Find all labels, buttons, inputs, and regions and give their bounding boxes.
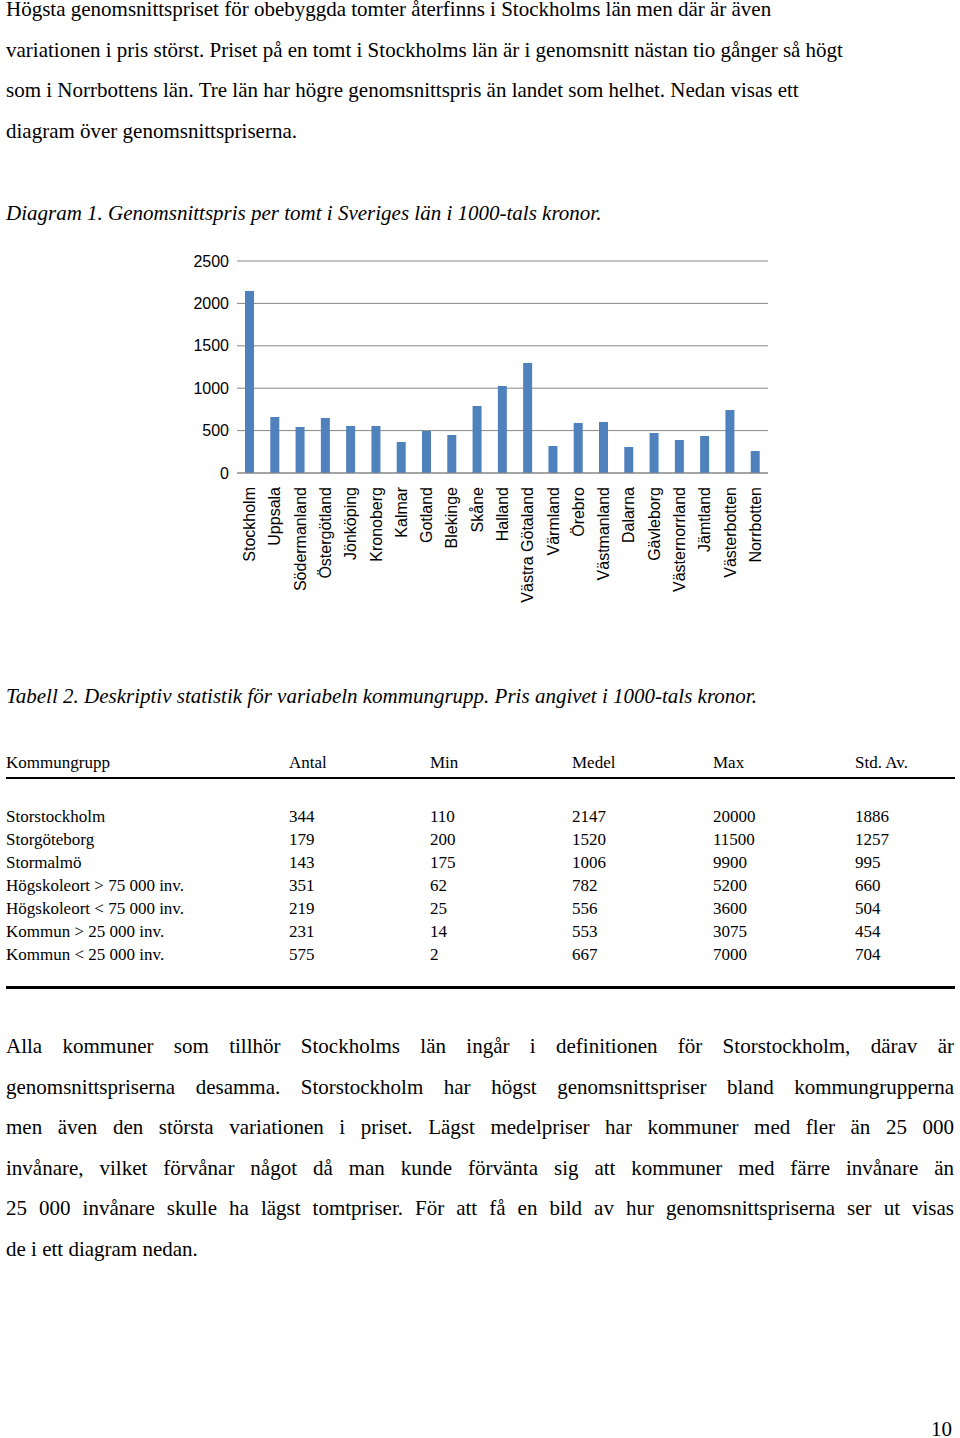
- html-text:351: 351: [289, 876, 315, 895]
- html-text:1520: 1520: [572, 830, 606, 849]
- html-text:504: 504: [855, 899, 881, 918]
- html-text:Diagram 1. Genomsnittspris per: Diagram 1. Genomsnittspris per tomt i Sv…: [6, 201, 602, 225]
- html-text:575: 575: [289, 945, 315, 964]
- html-text:553: 553: [572, 922, 598, 941]
- html-text:Min: Min: [430, 753, 459, 772]
- html-text:667: 667: [572, 945, 598, 964]
- svg-text:Dalarna: Dalarna: [620, 487, 637, 543]
- html-text:3600: 3600: [713, 899, 747, 918]
- html-text:invånare, vilket förvånar någo: invånare, vilket förvånar något då man k…: [6, 1155, 954, 1180]
- svg-text:Halland: Halland: [494, 487, 511, 541]
- svg-text:2500: 2500: [193, 253, 229, 270]
- html-text:Kommun > 25 000 inv.: Kommun > 25 000 inv.: [6, 922, 165, 941]
- html-text:175: 175: [430, 853, 456, 872]
- html-text:Kommungrupp: Kommungrupp: [6, 753, 110, 772]
- html-text:Högskoleort > 75 000 inv.: Högskoleort > 75 000 inv.: [6, 876, 184, 895]
- html-text:25: 25: [430, 899, 447, 918]
- html-text:660: 660: [855, 876, 881, 895]
- html-text:1006: 1006: [572, 853, 606, 872]
- html-text:Stormalmö: Stormalmö: [6, 853, 82, 872]
- html-text:25 000 invånare skulle ha lägs: 25 000 invånare skulle ha lägst tomtpris…: [6, 1196, 954, 1220]
- html-text:Högskoleort < 75 000 inv.: Högskoleort < 75 000 inv.: [6, 899, 184, 918]
- svg-text:Södermanland: Södermanland: [292, 487, 309, 591]
- html-text:genomsnittspriserna desamma. S: genomsnittspriserna desamma. Storstockho…: [6, 1074, 954, 1099]
- svg-text:Jämtland: Jämtland: [696, 487, 713, 552]
- svg-text:500: 500: [202, 422, 229, 439]
- html-text:20000: 20000: [713, 807, 756, 826]
- html-text:1886: 1886: [855, 807, 889, 826]
- html-text:men även den största variation: men även den största variationen i prise…: [6, 1115, 954, 1139]
- svg-text:2000: 2000: [193, 295, 229, 312]
- html-text:7000: 7000: [713, 945, 747, 964]
- html-text:variationen i pris störst. Pri: variationen i pris störst. Priset på en …: [6, 37, 843, 62]
- html-text:Kommun < 25 000 inv.: Kommun < 25 000 inv.: [6, 945, 165, 964]
- html-text:179: 179: [289, 830, 315, 849]
- svg-text:Värmland: Värmland: [545, 487, 562, 555]
- html-text:Max: Max: [713, 753, 745, 772]
- html-text:Alla kommuner som tillhör Stoc: Alla kommuner som tillhör Stockholms län…: [6, 1034, 954, 1058]
- svg-text:Stockholm: Stockholm: [241, 487, 258, 562]
- html-text:Std. Av.: Std. Av.: [855, 753, 908, 772]
- svg-text:Västerbotten: Västerbotten: [722, 487, 739, 578]
- svg-text:Örebro: Örebro: [570, 487, 587, 537]
- svg-text:Blekinge: Blekinge: [443, 487, 460, 548]
- svg-text:1000: 1000: [193, 380, 229, 397]
- svg-text:Östergötland: Östergötland: [317, 487, 334, 579]
- svg-text:Kalmar: Kalmar: [393, 486, 410, 537]
- html-text:704: 704: [855, 945, 881, 964]
- svg-text:Gotland: Gotland: [418, 487, 435, 543]
- html-text:200: 200: [430, 830, 456, 849]
- html-text:62: 62: [430, 876, 447, 895]
- svg-text:Jönköping: Jönköping: [342, 487, 359, 560]
- svg-text:0: 0: [220, 465, 229, 482]
- html-text:3075: 3075: [713, 922, 747, 941]
- html-text:110: 110: [430, 807, 455, 826]
- html-text:11500: 11500: [713, 830, 755, 849]
- svg-text:Västra Götaland: Västra Götaland: [519, 487, 536, 603]
- svg-text:Kronoberg: Kronoberg: [368, 487, 385, 562]
- html-text:231: 231: [289, 922, 315, 941]
- html-text:Tabell 2. Deskriptiv statistik: Tabell 2. Deskriptiv statistik för varia…: [6, 684, 757, 708]
- html-text:9900: 9900: [713, 853, 747, 872]
- html-text:143: 143: [289, 853, 315, 872]
- html-text:Medel: Medel: [572, 753, 616, 772]
- html-text:Storstockholm: Storstockholm: [6, 807, 106, 826]
- html-text:14: 14: [430, 922, 447, 941]
- svg-text:Uppsala: Uppsala: [266, 487, 283, 546]
- html-text:2: 2: [430, 945, 439, 964]
- svg-text:Västernorrland: Västernorrland: [671, 487, 688, 592]
- html-text:diagram över genomsnittspriser: diagram över genomsnittspriserna.: [6, 119, 297, 144]
- svg-text:Gävleborg: Gävleborg: [646, 487, 663, 561]
- html-text:219: 219: [289, 899, 315, 918]
- html-text:Antal: Antal: [289, 753, 327, 772]
- html-text:som i Norrbottens län. Tre län: som i Norrbottens län. Tre län har högre…: [6, 78, 799, 103]
- html-text:556: 556: [572, 899, 598, 918]
- svg-text:Skåne: Skåne: [469, 487, 486, 532]
- html-text:2147: 2147: [572, 807, 606, 826]
- html-text:344: 344: [289, 807, 315, 826]
- html-text:1257: 1257: [855, 830, 889, 849]
- html-text:995: 995: [855, 853, 881, 872]
- svg-text:Norrbotten: Norrbotten: [747, 487, 764, 563]
- svg-text:1500: 1500: [193, 337, 229, 354]
- html-text:Storgöteborg: Storgöteborg: [6, 830, 95, 849]
- svg-text:Västmanland: Västmanland: [595, 487, 612, 580]
- html-text:454: 454: [855, 922, 881, 941]
- html-text:5200: 5200: [713, 876, 747, 895]
- html-text:de i ett diagram nedan.: de i ett diagram nedan.: [6, 1236, 198, 1261]
- html-text:782: 782: [572, 876, 598, 895]
